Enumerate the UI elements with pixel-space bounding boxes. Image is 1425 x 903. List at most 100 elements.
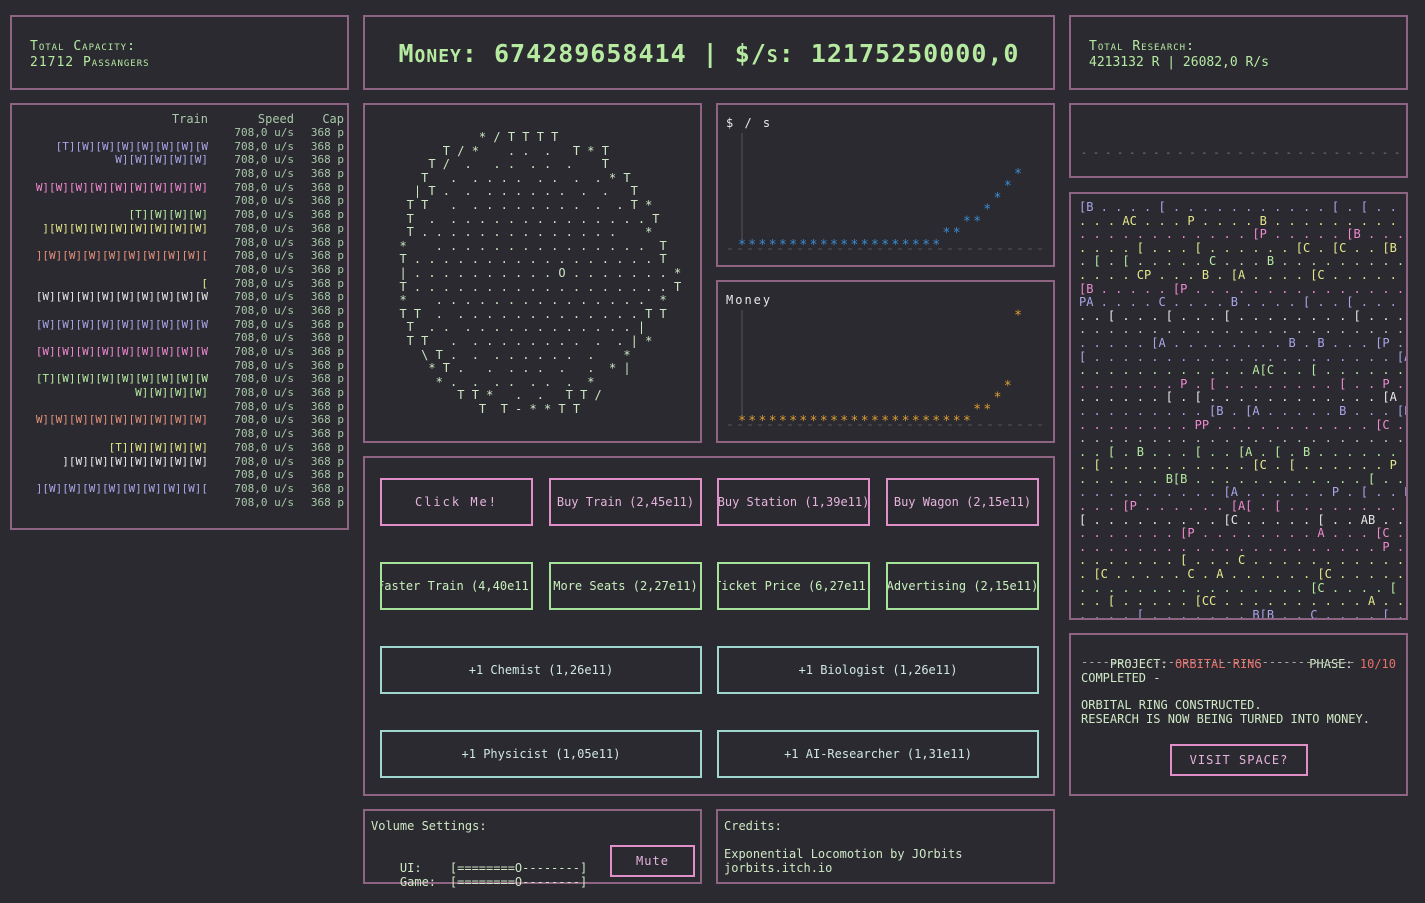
train-composition	[16, 427, 208, 441]
ring-art-line: \ T . . . . . . . . . *	[385, 347, 631, 362]
hire-physicist-button[interactable]: +1 Physicist (1,05e11)	[380, 730, 702, 778]
credits-link[interactable]: jorbits.itch.io	[724, 861, 833, 875]
train-row: [W][W][W][W][W][W][W][W][W 708,0 u/s 368 p	[16, 345, 344, 359]
cap-column-header: Cap	[322, 112, 344, 126]
train-speed: 708,0 u/s	[234, 345, 294, 358]
chart-point: *	[851, 238, 859, 253]
game-volume-slider[interactable]: [========O--------]	[449, 875, 588, 889]
buy-station-button[interactable]: Buy Station (1,39e11)	[717, 478, 870, 526]
train-capacity: 368 p	[310, 345, 344, 358]
chart-point: *	[994, 391, 1002, 406]
train-speed: 708,0 u/s	[234, 221, 294, 235]
ui-volume-slider[interactable]: [========O--------]	[449, 861, 588, 875]
research-grid-line: [B . . . . [ . . . . . . . . . . . [ . […	[1079, 200, 1408, 214]
visit-space-button[interactable]: VISIT SPACE?	[1170, 744, 1308, 776]
research-grid-line: . . . . . . . [P . . . . . . . . A . . .…	[1079, 526, 1408, 541]
train-capacity: 368 p	[310, 495, 344, 509]
chart-point: *	[861, 238, 869, 253]
chart-point: *	[861, 414, 869, 429]
train-row: 708,0 u/s 368 p	[16, 263, 344, 277]
chart-point: *	[922, 414, 930, 429]
train-row: 708,0 u/s 368 p	[16, 331, 344, 345]
buy-train-button[interactable]: Buy Train (2,45e11)	[549, 478, 702, 526]
train-row: [T][W][W][W][W] 708,0 u/s 368 p	[16, 441, 344, 455]
chart-point: *	[932, 414, 940, 429]
ring-art-line: T . . . . . . . . . . . . . . *	[385, 225, 653, 240]
research-grid-line: . . [ . . . . . [CC . . . . . . . . . . …	[1079, 594, 1408, 609]
project-message-1: ORBITAL RING CONSTRUCTED.	[1081, 698, 1262, 712]
train-speed: 708,0 u/s	[234, 194, 294, 208]
train-composition: ][W][W][W][W][W][W][W][W][	[35, 481, 208, 495]
research-grid-line: PA . . . . C . . . . B . . . . [ . . [ .…	[1079, 295, 1408, 310]
train-row: 708,0 u/s 368 p	[16, 496, 344, 510]
money-chart: Money* * * * * * * * * * * * * * * * * * * * * * ** ****	[726, 293, 1045, 429]
train-row: W][W][W][W][W] 708,0 u/s 368 p	[16, 153, 344, 167]
chart-point: *	[820, 238, 828, 253]
train-row: 708,0 u/s 368 p	[16, 468, 344, 482]
train-composition: [T][W][W][W][W][W][W][W][W	[35, 372, 208, 386]
click-me-button[interactable]: Click Me!	[380, 478, 533, 526]
faster-train-button[interactable]: Faster Train (4,40e11)	[380, 562, 533, 610]
train-composition	[16, 167, 208, 181]
mute-button[interactable]: Mute	[610, 845, 695, 877]
train-capacity: 368 p	[310, 276, 344, 290]
hire-ai-researcher-button[interactable]: +1 AI-Researcher (1,31e11)	[717, 730, 1039, 778]
train-capacity: 368 p	[310, 358, 344, 372]
chart-point: *	[881, 238, 889, 253]
research-grid: [B . . . . [ . . . . . . . . . . . [ . […	[1079, 200, 1408, 618]
chart-point: *	[1004, 179, 1012, 194]
chart-point: *	[840, 238, 848, 253]
ring-art-line: T T . . . . . . . . . . . | *	[385, 333, 653, 348]
train-speed: 708,0 u/s	[234, 276, 294, 290]
buy-wagon-button[interactable]: Buy Wagon (2,15e11)	[886, 478, 1039, 526]
credits-title: Credits:	[724, 819, 782, 833]
research-grid-line: . . [ . B . . . [ . . [A . [ . B . . . .…	[1079, 444, 1408, 459]
research-grid-line: . . . AC . . . P . . . . B . . . . . . .…	[1079, 213, 1408, 228]
train-speed: 708,0 u/s	[234, 262, 294, 276]
train-speed: 708,0 u/s	[234, 331, 294, 345]
hire-chemist-button[interactable]: +1 Chemist (1,26e11)	[380, 646, 702, 694]
ticket-price-button[interactable]: Ticket Price (6,27e11)	[717, 562, 870, 610]
research-panel: Total Research: 4213132 R | 26082,0 R/s	[1069, 15, 1408, 90]
train-capacity: 368 p	[310, 180, 344, 194]
train-composition	[16, 236, 208, 250]
train-composition: W][W][W][W][W][W][W][W][W]	[35, 413, 208, 427]
ring-art-line: T T - * * T T	[385, 401, 581, 416]
research-grid-line: [ . . . . . . . . . . . . . . . . . . . …	[1079, 349, 1408, 364]
train-speed: 708,0 u/s	[234, 126, 294, 139]
research-grid-line: . . . . CP . . . B . [A . . . . [C . . .…	[1079, 267, 1408, 282]
chart-point: *	[851, 414, 859, 429]
train-capacity: 368 p	[310, 454, 344, 468]
chart-point: *	[983, 203, 991, 218]
actions-panel: Click Me! Buy Train (2,45e11) Buy Statio…	[363, 456, 1055, 796]
train-speed: 708,0 u/s	[234, 413, 294, 427]
capacity-label: Total Capacity:	[30, 39, 136, 54]
research-grid-line: [B . . . . . [P . . . . . . . . . . . . …	[1079, 281, 1408, 296]
chart-point: *	[738, 414, 746, 429]
research-grid-line: . . . . . [A . . . . . . . . B . B . . .…	[1079, 335, 1408, 350]
train-composition	[16, 359, 208, 373]
hire-biologist-button[interactable]: +1 Biologist (1,26e11)	[717, 646, 1039, 694]
chart-point: *	[748, 238, 756, 253]
train-capacity: 368 p	[310, 126, 344, 139]
train-composition: W][W][W][W][W][W][W][W][W]	[35, 180, 208, 194]
capacity-panel: Total Capacity: 21712 Passangers	[10, 15, 349, 90]
train-composition: W][W][W][W]	[135, 386, 208, 400]
chart-point: *	[769, 414, 777, 429]
research-grid-line: . . . . . . . . PP . . . . . . . . . . .…	[1079, 417, 1408, 432]
train-speed: 708,0 u/s	[234, 440, 294, 454]
research-grid-panel: [B . . . . [ . . . . . . . . . . . [ . […	[1069, 192, 1408, 620]
research-grid-line: . . . . . . . . . . . . . . . . . . . . …	[1079, 539, 1408, 554]
train-row: ][W][W][W][W][W][W][W][W] 708,0 u/s 368 p	[16, 222, 344, 236]
rate-chart-panel: $ / s * * * * * * * * * * * * * * * * * * * * * * * * * * * *	[716, 103, 1055, 267]
capacity-value: 21712 Passangers	[30, 55, 150, 70]
advertising-button[interactable]: Advertising (2,15e11)	[886, 562, 1039, 610]
train-speed: 708,0 u/s	[234, 249, 294, 263]
train-speed: 708,0 u/s	[234, 317, 294, 331]
train-capacity: 368 p	[310, 208, 344, 222]
more-seats-button[interactable]: More Seats (2,27e11)	[549, 562, 702, 610]
train-speed: 708,0 u/s	[234, 167, 294, 181]
ring-art-line: T . . . . . . . . . . . . . . . T	[385, 211, 660, 226]
chart-point: *	[943, 414, 951, 429]
train-row: 708,0 u/s 368 p	[16, 126, 344, 140]
